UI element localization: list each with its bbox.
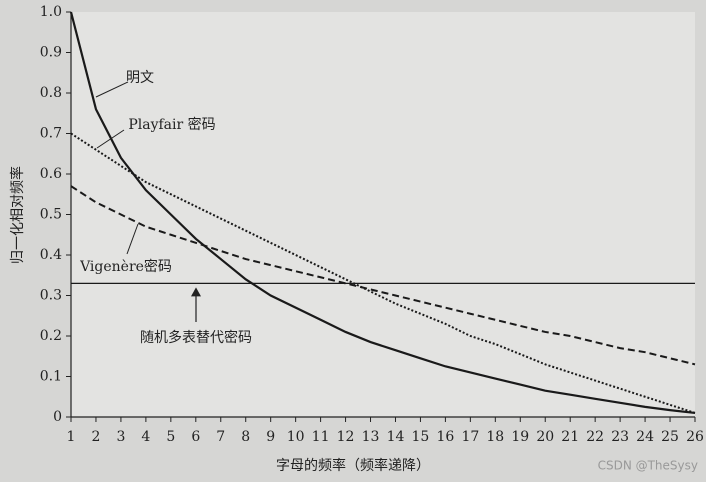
x-tick-label: 11	[312, 429, 330, 445]
series-label: 明文	[126, 70, 154, 86]
series-label: Vigenère密码	[79, 258, 172, 275]
x-tick-label: 9	[266, 429, 275, 445]
x-tick-label: 1	[67, 429, 76, 445]
y-tick-label: 0.5	[40, 207, 62, 223]
x-tick-label: 17	[461, 429, 479, 445]
y-tick-label: 0	[53, 409, 62, 425]
x-tick-label: 16	[436, 429, 454, 445]
x-tick-label: 23	[611, 429, 629, 445]
y-tick-label: 0.4	[40, 247, 62, 263]
label-leader	[96, 129, 125, 149]
label-leader	[126, 223, 139, 255]
x-tick-label: 7	[216, 429, 225, 445]
x-tick-label: 26	[686, 429, 704, 445]
x-tick-label: 22	[586, 429, 604, 445]
x-tick-label: 4	[141, 429, 150, 445]
series-line	[70, 185, 696, 366]
y-axis-label: 归一化相对频率	[9, 166, 26, 264]
series-line	[70, 132, 696, 414]
x-tick-label: 10	[287, 429, 305, 445]
x-axis-label: 字母的频率（频率递降）	[276, 457, 430, 474]
x-tick-label: 20	[536, 429, 554, 445]
x-tick-label: 24	[636, 429, 654, 445]
x-tick-label: 5	[166, 429, 175, 445]
series-line	[69, 11, 696, 415]
y-tick-label: 0.8	[40, 85, 62, 101]
x-tick-label: 12	[337, 429, 355, 445]
x-tick-label: 3	[116, 429, 125, 445]
reference-label: 随机多表替代密码	[140, 329, 252, 346]
series-label: Playfair 密码	[128, 116, 215, 133]
x-tick-label: 14	[387, 429, 405, 445]
y-tick-label: 0.7	[40, 126, 62, 142]
y-tick-label: 0.3	[40, 288, 62, 304]
x-tick-label: 2	[91, 429, 100, 445]
y-tick-label: 1.0	[40, 4, 62, 20]
x-tick-label: 21	[561, 429, 579, 445]
arrow-head	[191, 287, 201, 297]
y-tick-label: 0.9	[40, 45, 62, 61]
x-tick-label: 18	[486, 429, 504, 445]
plot-area	[71, 12, 695, 417]
x-tick-label: 19	[511, 429, 529, 445]
watermark: CSDN @TheSysy	[598, 459, 698, 473]
x-tick-label: 15	[412, 429, 430, 445]
x-tick-label: 6	[191, 429, 200, 445]
x-tick-label: 8	[241, 429, 250, 445]
y-tick-label: 0.6	[40, 166, 62, 182]
x-tick-label: 25	[661, 429, 679, 445]
y-tick-label: 0.1	[40, 369, 62, 385]
x-tick-label: 13	[362, 429, 380, 445]
y-tick-label: 0.2	[40, 328, 62, 344]
label-leader	[95, 81, 129, 98]
